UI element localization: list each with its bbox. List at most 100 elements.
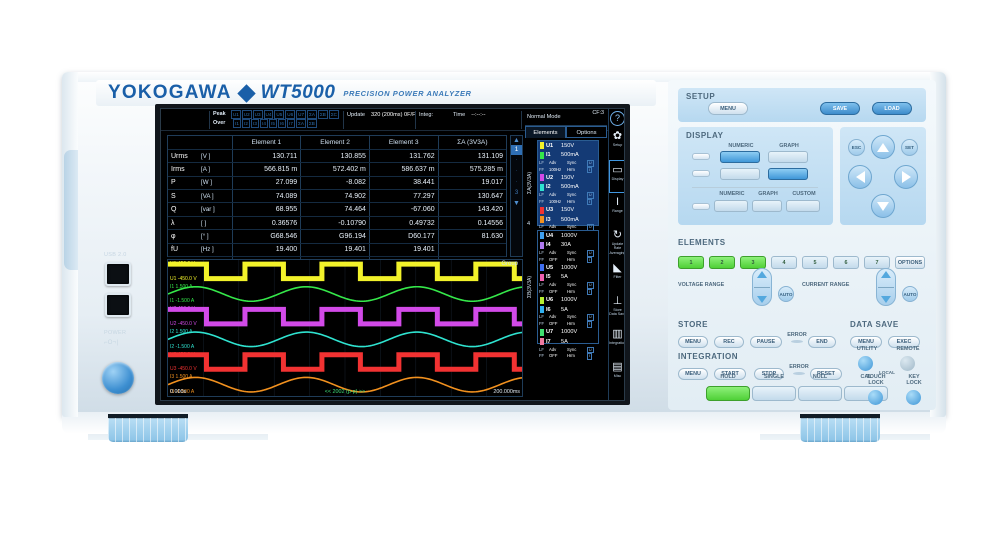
table-row[interactable]: S [VA ] 74.089 74.902 77.297 130.647 (168, 189, 506, 204)
elements-panel[interactable]: Normal Mode CF:3 Elements Options ΣA(3V3… (525, 109, 607, 400)
display-dash-1[interactable] (692, 153, 710, 160)
esc-button[interactable]: ESC (848, 139, 865, 156)
measurement-table[interactable]: Element 1 Element 2 Element 3 ΣA (3V3A) Urms… (167, 135, 507, 270)
store-pause-button[interactable]: PAUSE (750, 336, 782, 348)
table-row[interactable]: Urms [V ] 130.711 130.855 131.762 131.109 (168, 149, 506, 164)
tab-options[interactable]: Options (566, 126, 607, 138)
load-button[interactable]: LOAD (872, 102, 912, 115)
element-group[interactable]: U4 1000V I4 30A LF Adv Sync U FF OFF Hrm I U5 1000V I5… (537, 230, 599, 360)
display-custom-button[interactable] (786, 200, 820, 212)
element-row[interactable]: U1 150V (538, 141, 598, 151)
refresh-icon: ↻ (612, 229, 623, 241)
row-symbol: Irms (168, 162, 198, 177)
nav-down-button[interactable] (871, 194, 895, 218)
element-button-6[interactable]: 6 (833, 256, 859, 269)
display-numeric-button-3[interactable] (714, 200, 748, 212)
page-dot[interactable]: · (515, 179, 518, 185)
integration-start-button[interactable]: START (714, 368, 746, 380)
element-row[interactable]: I3 500mA (538, 215, 598, 225)
sidebar-item-filter[interactable]: ◣ Filter (609, 259, 624, 292)
power-button[interactable] (102, 362, 134, 394)
element-row[interactable]: I6 5A (538, 305, 598, 315)
data-save-menu-button[interactable]: MENU (850, 336, 882, 348)
nav-left-button[interactable] (848, 165, 872, 189)
current-auto-button[interactable]: AUTO (902, 286, 918, 302)
element-row[interactable]: U3 150V (538, 205, 598, 215)
element-row[interactable]: I7 5A (538, 337, 598, 347)
sidebar-item-integration[interactable]: ▥ Integration (609, 325, 624, 358)
tab-elements[interactable]: Elements (525, 126, 566, 138)
lcd-screen[interactable]: Peak U1 U2 U3 U4 U5 U6 U7 ΣA ΣB ΣC Over I1 I2 I3 I4 I… (160, 108, 625, 401)
integration-stop-button[interactable]: STOP (754, 368, 784, 380)
page-selected[interactable]: 1 (511, 145, 522, 155)
help-icon[interactable]: ? (610, 111, 624, 126)
display-numeric-button-2[interactable] (720, 168, 760, 180)
data-save-exec-button[interactable]: EXEC (888, 336, 920, 348)
element-options-button[interactable]: OPTIONS (895, 256, 925, 269)
table-row[interactable]: λ[ ] 0.36576 -0.10790 0.49732 0.14556 (168, 216, 506, 231)
voltage-range-stepper[interactable] (752, 268, 772, 306)
element-row[interactable]: U6 1000V (538, 295, 598, 305)
sidebar-item-range[interactable]: I Range (609, 193, 624, 226)
nav-right-button[interactable] (894, 165, 918, 189)
element-button-7[interactable]: 7 (864, 256, 890, 269)
element-row[interactable]: U4 1000V (538, 231, 598, 241)
display-numeric-button-1[interactable] (720, 151, 760, 163)
save-button[interactable]: SAVE (820, 102, 860, 115)
element-button-1[interactable]: 1 (678, 256, 704, 269)
display-graph-button-3[interactable] (752, 200, 782, 212)
usb-port-1[interactable] (105, 262, 131, 286)
element-button-3[interactable]: 3 (740, 256, 766, 269)
usb-port-2[interactable] (105, 293, 131, 317)
element-button-2[interactable]: 2 (709, 256, 735, 269)
table-row[interactable]: fU [Hz ] 19.400 19.401 19.401 (168, 243, 506, 258)
element-groups[interactable]: ΣA(3V3A) U1 150V I1 500mA LF Adv Sync U FF 100Hz Hr… (525, 138, 607, 400)
element-group[interactable]: U1 150V I1 500mA LF Adv Sync U FF 100Hz Hrm I U2 150V… (537, 140, 599, 238)
sidebar-item-display[interactable]: ▭ Display (609, 160, 624, 193)
voltage-auto-button[interactable]: AUTO (778, 286, 794, 302)
page-next[interactable]: 3 (514, 190, 519, 196)
page-down-arrow[interactable]: ▼ (513, 200, 520, 207)
setup-menu-button[interactable]: MENU (708, 102, 748, 115)
element-row[interactable]: I4 30A (538, 241, 598, 251)
page-up-arrow[interactable]: ▲ (513, 137, 520, 144)
element-row[interactable]: I1 500mA (538, 151, 598, 161)
display-graph-button-1[interactable] (768, 151, 808, 163)
bottom-button-single[interactable] (752, 386, 796, 401)
display-dash-2[interactable] (692, 170, 710, 177)
integration-menu-button[interactable]: MENU (678, 368, 708, 380)
nav-up-button[interactable] (871, 135, 895, 159)
table-row[interactable]: Irms [A ] 566.815 m 572.402 m 586.637 m 575.2… (168, 162, 506, 177)
bottom-button-null[interactable] (798, 386, 842, 401)
sidebar-item-setup[interactable]: ✿ Setup (609, 127, 624, 160)
page-scroll-column[interactable]: ▲ 1 · · · 3 ▼ (510, 135, 523, 257)
element-row[interactable]: U7 1000V (538, 328, 598, 338)
store-end-button[interactable]: END (808, 336, 836, 348)
waveform-display[interactable]: Group U1 450.0 V U1 -450.0 V I1 1.500 A I1 … (167, 259, 523, 397)
page-dot[interactable]: · (515, 157, 518, 163)
sidebar-item-store[interactable]: ⊥ Store Data Save (609, 292, 624, 325)
integration-reset-button[interactable]: RESET (810, 368, 842, 380)
sidebar-item-misc[interactable]: ▤ Misc (609, 358, 624, 391)
page-dot[interactable]: · (515, 168, 518, 174)
sidebar-item-update-rate[interactable]: ↻ Update Rate Averaging (609, 226, 624, 259)
table-row[interactable]: Q [var ] 68.955 74.464 -67.060 143.420 (168, 202, 506, 217)
table-row[interactable]: P [W ] 27.099 -8.082 38.441 19.017 (168, 176, 506, 191)
display-graph-button-2[interactable] (768, 168, 808, 180)
set-button[interactable]: SET (901, 139, 918, 156)
element-row[interactable]: I2 500mA (538, 183, 598, 193)
display-dash-3[interactable] (692, 203, 710, 210)
function-sidebar[interactable]: ✿ Setup ▭ Display I Range ↻ Update Rate Averagi… (608, 109, 624, 400)
indicator-cell: ΣA (307, 110, 317, 119)
element-button-5[interactable]: 5 (802, 256, 828, 269)
current-range-stepper[interactable] (876, 268, 896, 306)
element-row[interactable]: I5 5A (538, 273, 598, 283)
table-row[interactable]: φ [° ] G68.546 G96.194 D60.177 81.630 (168, 229, 506, 244)
bottom-button-hold[interactable] (706, 386, 750, 401)
store-menu-button[interactable]: MENU (678, 336, 708, 348)
element-row[interactable]: U5 1000V (538, 263, 598, 273)
element-row[interactable]: U2 150V (538, 173, 598, 183)
element-button-4[interactable]: 4 (771, 256, 797, 269)
panel-tabs[interactable]: Elements Options (525, 126, 607, 138)
store-rec-button[interactable]: REC (714, 336, 744, 348)
